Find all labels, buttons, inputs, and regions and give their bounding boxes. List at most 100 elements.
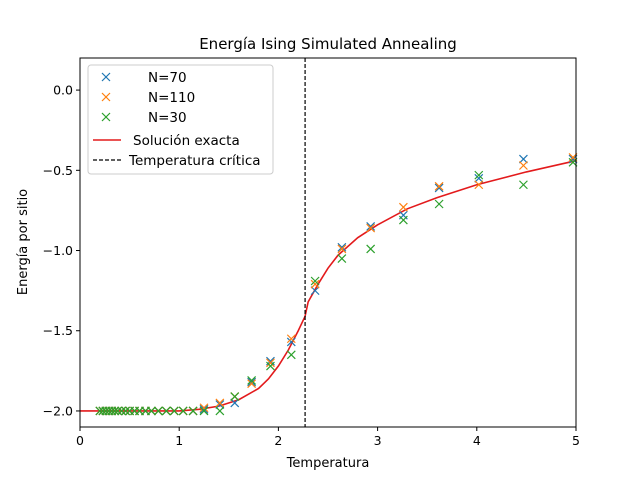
point-n-110 [518,161,528,170]
point-n-30-stroke-b [188,406,198,416]
point-n-30-stroke-b [169,406,179,416]
x-tick-label: 5 [572,433,580,448]
point-n-30 [117,406,127,416]
legend: N=70 N=110 N=30 Solución exacta Temperatura … [87,64,274,175]
point-n-110 [266,358,275,368]
point-n-110-stroke-b [434,181,444,191]
point-n-70 [518,154,528,164]
point-n-70-stroke-b [366,222,376,231]
point-n-30-stroke-b [113,406,123,416]
point-n-30 [310,276,320,286]
point-n-70 [337,242,347,252]
point-n-30-stroke-b [146,406,156,416]
y-tick-label: −1.0 [43,243,73,258]
point-n-30-stroke-b [310,276,320,286]
point-n-30 [199,406,209,416]
point-n-70-stroke-b [286,337,296,347]
point-n-110 [434,181,444,191]
point-n-30-stroke-b [337,254,347,263]
point-n-70 [366,222,376,231]
point-n-30-stroke-b [366,244,376,254]
point-n-30 [337,254,347,263]
point-n-30 [230,392,240,401]
x-tick-label: 2 [274,433,282,448]
point-n-30-stroke-b [286,350,296,360]
point-n-110 [474,180,484,190]
point-n-30 [169,406,179,416]
x-axis-label: Temperatura [286,456,370,471]
point-n-30-stroke-b [215,406,225,416]
axes: 0 1 2 3 4 5 0.0 −0.5 −1.0 −1.5 −2.0 [43,83,580,448]
point-n-30-stroke-b [199,406,209,416]
point-n-30 [178,406,188,416]
axes-frame [79,57,577,428]
point-n-70-stroke-b [215,400,225,409]
point-n-110-stroke-b [337,244,347,254]
point-n-110-stroke-b [199,403,209,413]
x-tick-label: 1 [175,433,183,448]
x-tick-label: 0 [76,433,84,448]
point-n-30-stroke-b [153,406,163,416]
point-n-30-stroke-b [110,406,120,416]
point-n-30 [518,180,528,190]
point-n-30-stroke-b [117,406,127,416]
point-n-110-stroke-b [310,279,320,289]
legend-label: N=110 [148,90,195,106]
point-n-30 [286,350,296,360]
point-n-70-stroke-b [474,173,484,183]
point-n-70 [215,400,225,409]
y-tick-label: 0.0 [53,83,73,98]
point-n-30 [161,406,171,416]
point-n-70 [286,337,296,347]
point-n-70-stroke-b [434,183,444,193]
point-n-110-stroke-b [366,223,376,233]
point-n-70-stroke-b [337,242,347,252]
point-n-30 [153,406,163,416]
legend-label: N=70 [148,70,187,86]
point-n-30-stroke-b [434,199,444,209]
legend-label: N=30 [148,110,187,126]
legend-marker [101,72,111,82]
legend-label: Solución exacta [133,133,240,149]
point-n-30-stroke-b [161,406,171,416]
point-n-110 [310,279,320,289]
point-n-70 [310,286,320,296]
point-n-110-stroke-b [398,202,408,212]
point-n-30-stroke-b [230,392,240,401]
plot-area [80,58,578,427]
point-n-110 [366,223,376,233]
point-n-30 [215,406,225,416]
point-n-70 [199,404,209,414]
point-n-110 [398,202,408,212]
legend-marker [101,92,111,102]
point-n-30 [434,199,444,209]
legend-marker-stroke-b [101,72,111,82]
legend-box [87,64,274,175]
point-n-30-stroke-b [474,170,484,180]
point-n-70 [247,377,257,387]
point-n-30 [474,170,484,180]
point-n-30-stroke-b [266,361,275,371]
point-n-110-stroke-b [518,161,528,170]
y-tick-label: −0.5 [43,163,73,178]
point-n-110 [337,244,347,254]
point-n-30-stroke-b [121,406,131,416]
point-n-110 [247,379,257,389]
point-n-110 [199,403,209,413]
point-n-70-stroke-b [247,377,257,387]
point-n-30-stroke-b [247,376,257,385]
point-n-110-stroke-b [286,334,296,344]
point-n-30 [110,406,120,416]
point-n-30 [113,406,123,416]
point-n-70-stroke-b [199,404,209,414]
y-tick-label: −1.5 [43,323,73,338]
legend-marker [101,112,111,122]
point-n-30 [266,361,275,371]
point-n-30-stroke-b [398,215,408,225]
point-n-30 [366,244,376,254]
point-n-70 [230,398,240,408]
point-n-70-stroke-b [518,154,528,164]
legend-marker-stroke-b [101,112,111,122]
point-n-70 [474,173,484,183]
